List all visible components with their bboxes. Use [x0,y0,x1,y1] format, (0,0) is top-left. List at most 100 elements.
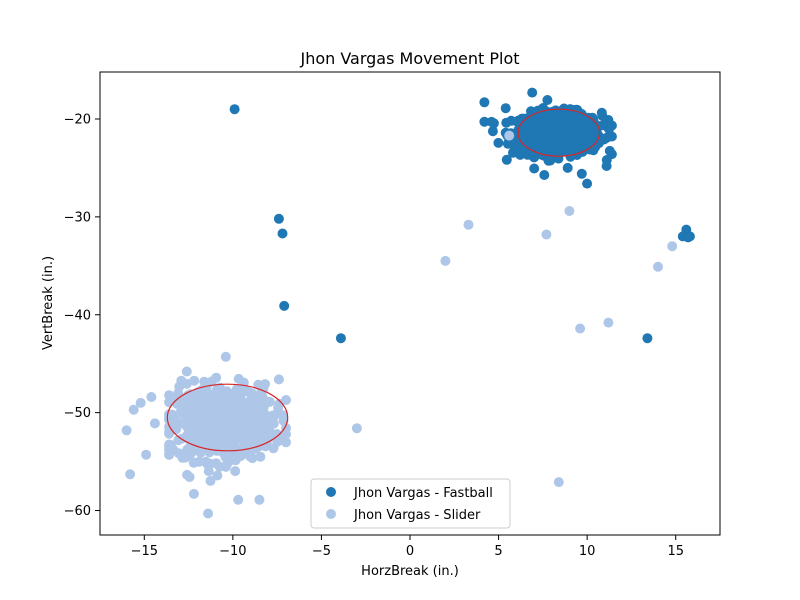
data-point [225,438,236,449]
data-point [539,170,550,180]
data-point [596,107,607,118]
data-point [601,161,612,171]
data-point [541,229,552,240]
data-point [527,133,538,144]
x-tick-label: 15 [667,544,684,559]
data-point [182,410,193,421]
data-point [562,162,573,173]
data-point [200,413,211,424]
ellipse-layer [166,108,601,452]
data-point [584,126,595,136]
data-point [593,138,604,149]
data-point [493,137,504,148]
data-point [172,395,183,406]
x-tick-label: −5 [312,544,331,559]
y-tick-label: −20 [64,112,91,127]
data-point [207,417,218,428]
data-point [248,423,259,433]
data-point [233,494,244,505]
data-point [203,508,214,519]
data-point [479,97,490,108]
x-tick-label: 10 [579,544,596,559]
data-point [184,472,195,482]
data-point [255,397,266,408]
data-point [125,469,136,480]
data-point [281,395,291,405]
data-point [542,95,553,105]
data-point [201,401,212,412]
data-point [222,391,233,402]
data-point [181,366,192,377]
data-point [463,219,474,230]
data-point [185,401,196,412]
data-point [192,389,203,400]
data-point [232,433,242,444]
data-point [233,410,244,421]
data-point [268,410,279,421]
data-point [277,410,288,421]
data-point [539,120,550,131]
data-point [246,398,257,409]
data-point [128,404,139,415]
data-point [479,116,490,127]
x-tick-label: −10 [219,544,246,559]
y-axis-label: VertBreak (in.) [41,256,56,350]
data-point [251,413,262,424]
y-axis: −60 −50 −40 −30 −20 [64,112,100,519]
data-point [188,488,199,499]
data-point [201,456,211,467]
data-point [500,103,511,114]
data-point [189,375,200,386]
data-point [603,124,614,134]
data-point [563,140,574,151]
x-tick-label: 0 [406,544,414,559]
legend-marker-fastball [326,487,336,497]
data-point [203,466,214,477]
legend: Jhon Vargas - Fastball Jhon Vargas - Sli… [310,478,511,529]
data-point [576,168,587,179]
data-point [173,388,184,399]
legend-marker-slider [326,509,336,519]
data-point [575,323,586,334]
data-point [487,126,498,137]
y-tick-label: −30 [64,210,91,225]
data-point [642,333,653,344]
data-point [653,261,663,272]
data-point [149,418,160,429]
data-point [603,317,614,328]
data-point [189,435,200,446]
x-axis: −15 −10 −5 0 5 10 15 [131,535,684,559]
data-point [273,374,284,385]
data-point [171,424,182,435]
data-point [273,213,284,224]
legend-label-slider: Jhon Vargas - Slider [353,508,481,523]
data-point [188,457,199,468]
data-point [255,451,266,462]
data-point [335,333,346,344]
data-point [684,231,695,242]
data-point [135,397,146,408]
data-point [246,390,257,401]
chart-title: Jhon Vargas Movement Plot [299,49,519,68]
data-point [281,437,291,448]
data-point [230,423,241,434]
x-axis-label: HorzBreak (in.) [361,564,459,579]
data-point [268,443,279,454]
data-point [531,140,542,151]
data-point [233,444,244,455]
data-point [141,449,152,460]
data-point [277,228,288,239]
data-point [193,425,204,436]
data-point [205,439,216,450]
data-point [203,392,214,402]
data-point [582,178,593,189]
data-point [207,430,218,441]
data-point [553,126,564,137]
data-point [258,421,269,432]
data-point [486,116,497,127]
data-point [565,104,576,115]
data-point [504,130,515,141]
data-point [218,418,229,429]
data-point [211,372,222,383]
